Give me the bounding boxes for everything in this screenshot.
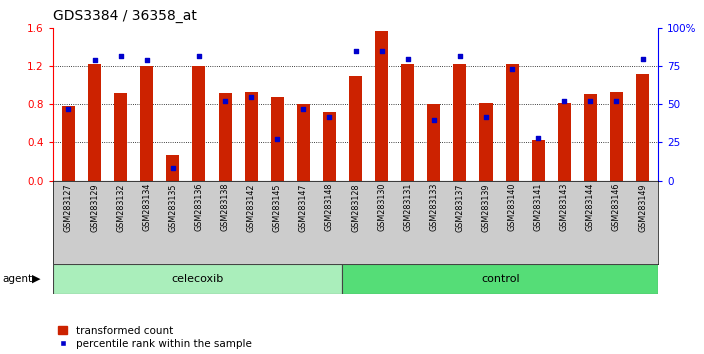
Point bbox=[559, 98, 570, 104]
Bar bbox=[427, 104, 440, 181]
Bar bbox=[244, 92, 258, 181]
Point bbox=[480, 114, 491, 119]
Point bbox=[454, 53, 465, 58]
Bar bbox=[62, 106, 75, 181]
Point bbox=[141, 57, 152, 63]
Text: control: control bbox=[481, 274, 520, 284]
Point bbox=[402, 56, 413, 62]
Text: ▶: ▶ bbox=[32, 274, 41, 284]
Text: GSM283127: GSM283127 bbox=[64, 183, 73, 232]
Point bbox=[611, 98, 622, 104]
Text: GSM283143: GSM283143 bbox=[560, 183, 569, 232]
Bar bbox=[53, 264, 342, 294]
Bar bbox=[584, 94, 597, 181]
Bar bbox=[342, 264, 658, 294]
Point bbox=[532, 135, 543, 141]
Bar bbox=[453, 64, 467, 181]
Bar bbox=[558, 103, 571, 181]
Text: GSM283133: GSM283133 bbox=[429, 183, 439, 232]
Text: GSM283147: GSM283147 bbox=[298, 183, 308, 232]
Bar bbox=[297, 104, 310, 181]
Point bbox=[324, 114, 335, 119]
Text: GSM283129: GSM283129 bbox=[90, 183, 99, 232]
Point bbox=[194, 53, 205, 58]
Legend: transformed count, percentile rank within the sample: transformed count, percentile rank withi… bbox=[58, 326, 251, 349]
Text: GSM283134: GSM283134 bbox=[142, 183, 151, 232]
Text: GSM283138: GSM283138 bbox=[220, 183, 230, 232]
Point bbox=[168, 166, 179, 171]
Point bbox=[272, 137, 283, 142]
Bar bbox=[166, 155, 180, 181]
Text: GSM283145: GSM283145 bbox=[272, 183, 282, 232]
Bar bbox=[610, 92, 623, 181]
Bar bbox=[401, 64, 414, 181]
Text: GSM283146: GSM283146 bbox=[612, 183, 621, 232]
Text: GDS3384 / 36358_at: GDS3384 / 36358_at bbox=[53, 9, 196, 23]
Point bbox=[506, 67, 517, 72]
Point bbox=[115, 53, 126, 58]
Bar bbox=[88, 64, 101, 181]
Point bbox=[89, 57, 100, 63]
Text: GSM283132: GSM283132 bbox=[116, 183, 125, 232]
Point bbox=[585, 98, 596, 104]
Text: GSM283135: GSM283135 bbox=[168, 183, 177, 232]
Point bbox=[376, 48, 387, 54]
Bar bbox=[375, 31, 388, 181]
Text: celecoxib: celecoxib bbox=[172, 274, 224, 284]
Bar bbox=[479, 103, 493, 181]
Text: GSM283140: GSM283140 bbox=[508, 183, 517, 232]
Bar bbox=[271, 97, 284, 181]
Text: GSM283136: GSM283136 bbox=[194, 183, 203, 232]
Point bbox=[246, 94, 257, 99]
Point bbox=[63, 106, 74, 112]
Point bbox=[298, 106, 309, 112]
Bar bbox=[532, 139, 545, 181]
Bar bbox=[218, 93, 232, 181]
Text: GSM283139: GSM283139 bbox=[482, 183, 491, 232]
Bar bbox=[349, 76, 362, 181]
Text: GSM283148: GSM283148 bbox=[325, 183, 334, 232]
Text: GSM283142: GSM283142 bbox=[246, 183, 256, 232]
Text: GSM283130: GSM283130 bbox=[377, 183, 386, 232]
Point bbox=[350, 48, 361, 54]
Point bbox=[428, 117, 439, 122]
Text: GSM283149: GSM283149 bbox=[638, 183, 647, 232]
Point bbox=[637, 56, 648, 62]
Bar bbox=[323, 112, 336, 181]
Bar bbox=[636, 74, 649, 181]
Text: agent: agent bbox=[2, 274, 32, 284]
Text: GSM283137: GSM283137 bbox=[455, 183, 465, 232]
Bar bbox=[140, 67, 153, 181]
Text: GSM283131: GSM283131 bbox=[403, 183, 413, 232]
Bar bbox=[114, 93, 127, 181]
Bar bbox=[505, 64, 519, 181]
Text: GSM283128: GSM283128 bbox=[351, 183, 360, 232]
Bar bbox=[192, 67, 206, 181]
Point bbox=[220, 98, 231, 104]
Text: GSM283141: GSM283141 bbox=[534, 183, 543, 232]
Text: GSM283144: GSM283144 bbox=[586, 183, 595, 232]
